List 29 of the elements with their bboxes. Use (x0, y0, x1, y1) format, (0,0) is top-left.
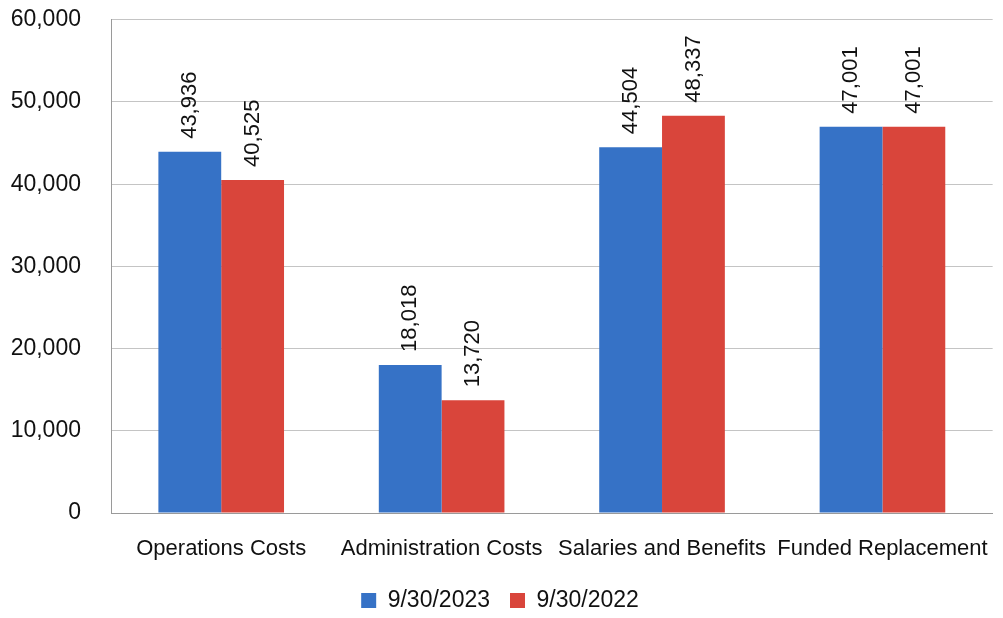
bar (378, 364, 442, 513)
y-tick-label: 0 (68, 498, 81, 525)
y-tick-label: 40,000 (10, 169, 81, 196)
data-label: 43,936 (175, 71, 201, 139)
y-tick-label: 50,000 (10, 87, 81, 114)
x-tick-label: Salaries and Benefits (558, 535, 766, 561)
legend-label: 9/30/2023 (387, 585, 491, 612)
bar (882, 126, 946, 513)
data-label: 18,018 (396, 284, 422, 352)
y-tick-label: 10,000 (10, 416, 81, 443)
y-tick-label: 60,000 (10, 5, 81, 32)
data-label: 48,337 (679, 35, 705, 103)
x-tick-label: Administration Costs (340, 535, 543, 561)
bar (599, 147, 663, 513)
x-tick-label: Operations Costs (136, 535, 307, 561)
y-tick-label: 30,000 (10, 251, 81, 278)
bar (441, 400, 505, 513)
data-label: 47,001 (837, 46, 863, 114)
bar (819, 126, 883, 513)
x-tick-label: Funded Replacement (777, 535, 988, 561)
data-label: 13,720 (459, 319, 485, 388)
data-label: 47,001 (899, 46, 925, 114)
data-label: 44,504 (616, 66, 642, 135)
bar (662, 115, 725, 513)
legend-label: 9/30/2022 (536, 585, 639, 612)
bar (158, 151, 222, 513)
y-tick-label: 20,000 (10, 333, 81, 360)
bar (221, 179, 285, 513)
data-label: 40,525 (238, 99, 264, 167)
